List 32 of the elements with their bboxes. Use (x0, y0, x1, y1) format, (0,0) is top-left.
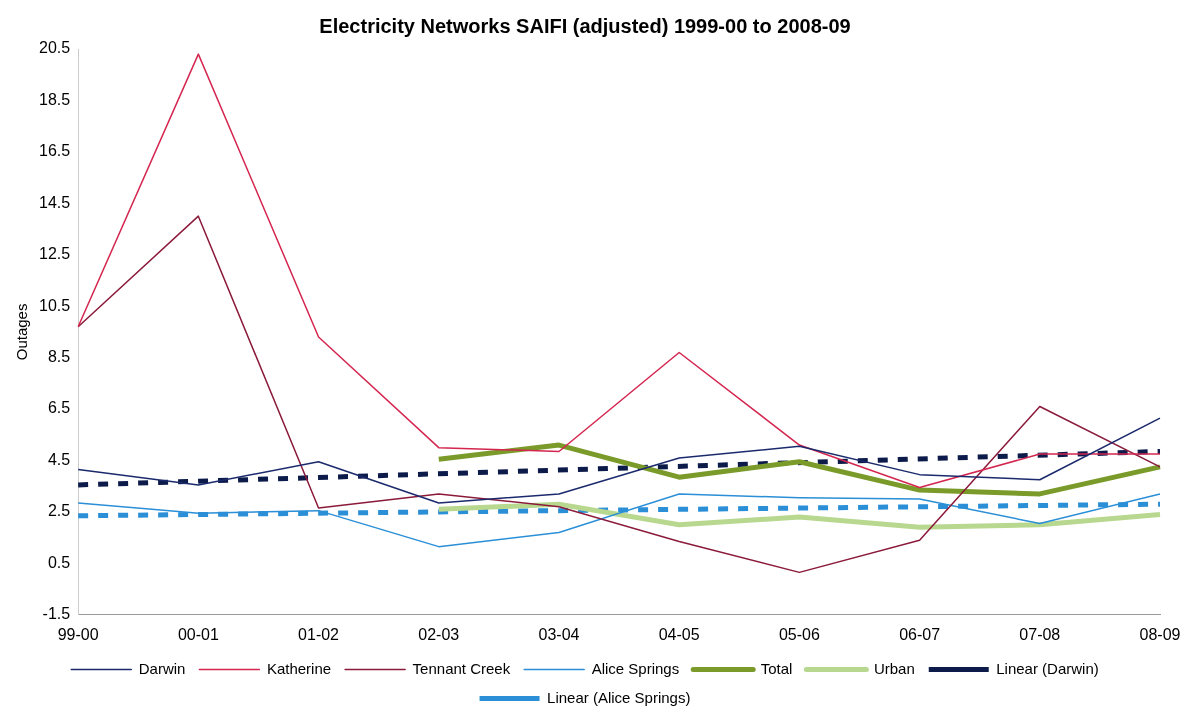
legend-label: Tennant Creek (412, 659, 511, 677)
legend-label: Linear (Alice Springs) (547, 688, 691, 706)
legend-label: Linear (Darwin) (996, 659, 1099, 677)
legend-label: Katherine (266, 659, 332, 677)
y-tick-label: 2.5 (47, 502, 71, 520)
y-tick-label: 12.5 (39, 245, 71, 263)
x-tick-label: 05-06 (778, 625, 820, 643)
y-tick-label: 18.5 (39, 90, 71, 108)
x-tick-label: 06-07 (899, 625, 941, 643)
y-tick-label: 8.5 (47, 348, 71, 366)
x-tick-label: 03-04 (538, 625, 580, 643)
y-axis-title: Outages (13, 303, 31, 361)
x-tick-label: 04-05 (658, 625, 700, 643)
y-tick-label: -1.5 (42, 605, 71, 623)
y-tick-label: 14.5 (39, 193, 71, 211)
y-tick-label: 6.5 (47, 399, 71, 417)
legend-label: Alice Springs (591, 659, 680, 677)
y-tick-label: 16.5 (39, 142, 71, 160)
y-tick-label: 4.5 (47, 450, 71, 468)
x-tick-label: 01-02 (298, 625, 340, 643)
x-tick-label: 00-01 (177, 625, 219, 643)
legend-label: Urban (873, 659, 915, 677)
y-tick-label: 10.5 (39, 296, 71, 314)
y-tick-label: 20.5 (39, 39, 71, 57)
y-tick-label: 0.5 (47, 553, 71, 571)
x-tick-label: 99-00 (57, 625, 99, 643)
chart-title: Electricity Networks SAIFI (adjusted) 1999-00 to 2008-09 (319, 14, 851, 37)
legend-label: Darwin (138, 659, 186, 677)
x-tick-label: 02-03 (418, 625, 460, 643)
x-tick-label: 07-08 (1019, 625, 1061, 643)
x-tick-label: 08-09 (1139, 625, 1181, 643)
legend-label: Total (760, 659, 793, 677)
